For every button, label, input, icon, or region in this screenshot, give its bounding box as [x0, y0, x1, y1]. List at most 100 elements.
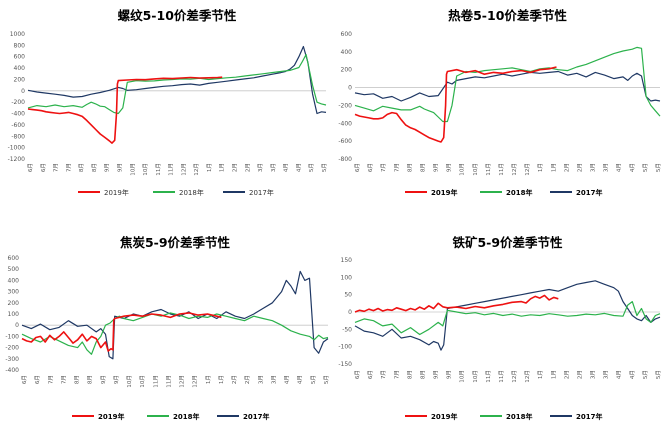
- y-tick-label: -200: [5, 345, 19, 352]
- y-tick-label: 50: [344, 292, 352, 299]
- y-tick-label: 0: [15, 322, 19, 329]
- legend-label: 2017年: [576, 412, 602, 421]
- y-tick-label: 200: [14, 76, 26, 83]
- series-line-2018年: [354, 300, 661, 336]
- x-tick-label: 12月: [511, 370, 518, 383]
- x-tick-label: 10月: [129, 163, 136, 176]
- y-tick-label: -300: [5, 356, 19, 363]
- y-tick-label: 600: [341, 31, 353, 38]
- x-tick-label: 11月: [152, 375, 159, 388]
- x-tick-label: 6月: [354, 370, 361, 379]
- x-tick-label: 9月: [446, 163, 453, 172]
- legend-label: 2018年: [173, 412, 199, 421]
- x-tick-label: 5月: [308, 163, 315, 172]
- legend-label: 2018年: [506, 412, 532, 421]
- x-tick-label: 9月: [113, 375, 120, 384]
- x-tick-label: 12月: [524, 163, 531, 176]
- x-tick-label: 1月: [218, 375, 225, 384]
- chart-coke-spread: 焦炭5-9价差季节性 -400 -300 -200 -100 0 100 200 300 400 5…: [0, 220, 332, 439]
- chart-title: 铁矿5-9价差季节性: [452, 235, 563, 250]
- x-tick-label: 2月: [231, 375, 238, 384]
- y-tick-label: -400: [5, 367, 19, 374]
- legend-label: 2017年: [249, 188, 274, 197]
- x-tick-label: 10月: [472, 370, 479, 383]
- y-tick-label: -1200: [8, 156, 26, 163]
- x-tick-label: 11月: [498, 370, 505, 383]
- x-tick-label: 1月: [219, 163, 226, 172]
- x-tick-label: 4月: [284, 375, 291, 384]
- y-tick-label: 300: [8, 289, 20, 296]
- x-tick-label: 12月: [511, 163, 518, 176]
- x-tick-label: 4月: [629, 370, 636, 379]
- x-tick-label: 12月: [193, 163, 200, 176]
- x-tick-label: 7月: [53, 163, 60, 172]
- y-tick-label: -150: [338, 361, 352, 368]
- y-tick-label: -600: [11, 122, 25, 129]
- x-tick-label: 5月: [642, 163, 649, 172]
- x-tick-label: 3月: [270, 163, 277, 172]
- x-tick-label: 7月: [47, 375, 54, 384]
- y-tick-label: -400: [338, 120, 352, 127]
- x-tick-label: 3月: [590, 370, 597, 379]
- x-tick-label: 11月: [168, 163, 175, 176]
- x-tick-label: 2月: [244, 163, 251, 172]
- x-tick-label: 3月: [257, 375, 264, 384]
- legend-label: 2019年: [104, 188, 129, 197]
- x-tick-label: 6月: [21, 375, 28, 384]
- legend-label: 2019年: [431, 412, 457, 421]
- series-line-2018年: [354, 46, 661, 123]
- x-tick-label: 11月: [485, 163, 492, 176]
- x-tick-label: 6月: [367, 370, 374, 379]
- x-tick-label: 5月: [642, 370, 649, 379]
- x-tick-label: 10月: [472, 163, 479, 176]
- y-tick-label: 400: [8, 277, 20, 284]
- x-tick-label: 4月: [616, 163, 623, 172]
- series-line-2018年: [21, 312, 329, 355]
- y-tick-label: 600: [8, 255, 20, 262]
- y-tick-label: -800: [11, 133, 25, 140]
- series-line-2019年: [21, 312, 222, 352]
- x-tick-label: 2月: [576, 163, 583, 172]
- x-tick-label: 4月: [616, 370, 623, 379]
- y-tick-label: 0: [21, 88, 25, 95]
- x-tick-label: 3月: [257, 163, 264, 172]
- x-tick-label: 7月: [393, 370, 400, 379]
- x-tick-label: 3月: [603, 370, 610, 379]
- y-tick-label: 800: [14, 42, 26, 49]
- y-tick-label: -1000: [8, 145, 26, 152]
- y-tick-label: -400: [11, 111, 25, 118]
- y-tick-label: 1000: [10, 31, 25, 38]
- x-tick-label: 10月: [459, 163, 466, 176]
- x-tick-label: 12月: [179, 375, 186, 388]
- x-tick-label: 11月: [498, 163, 505, 176]
- y-tick-label: 400: [341, 49, 353, 56]
- x-tick-label: 7月: [65, 163, 72, 172]
- x-tick-label: 8月: [74, 375, 81, 384]
- legend-label: 2019年: [431, 188, 457, 197]
- chart-title: 焦炭5-9价差季节性: [119, 235, 231, 250]
- y-tick-label: -50: [342, 326, 352, 333]
- series-line-2019年: [354, 294, 559, 313]
- x-tick-label: 8月: [78, 163, 85, 172]
- y-tick-label: -200: [338, 102, 352, 109]
- legend-label: 2018年: [506, 188, 532, 197]
- chart-iron-ore-spread: 铁矿5-9价差季节性 -150 -100 -50 0 50 100 150 6月 6月 7月 7月 8月…: [332, 220, 664, 439]
- x-tick-label: 6月: [27, 163, 34, 172]
- x-tick-label: 6月: [34, 375, 41, 384]
- y-tick-label: -600: [338, 138, 352, 145]
- x-tick-label: 1月: [537, 163, 544, 172]
- series-line-2017年: [354, 70, 661, 102]
- x-tick-label: 5月: [310, 375, 317, 384]
- x-tick-label: 8月: [87, 375, 94, 384]
- y-tick-label: -100: [338, 344, 352, 351]
- x-tick-label: 5月: [655, 370, 662, 379]
- y-tick-label: 500: [8, 266, 20, 273]
- x-tick-label: 5月: [655, 163, 662, 172]
- y-tick-label: 0: [348, 309, 352, 316]
- x-tick-label: 7月: [60, 375, 67, 384]
- legend-label: 2017年: [576, 188, 602, 197]
- x-tick-label: 7月: [380, 370, 387, 379]
- y-tick-label: 200: [341, 67, 353, 74]
- x-tick-label: 10月: [142, 163, 149, 176]
- y-tick-label: -200: [11, 99, 25, 106]
